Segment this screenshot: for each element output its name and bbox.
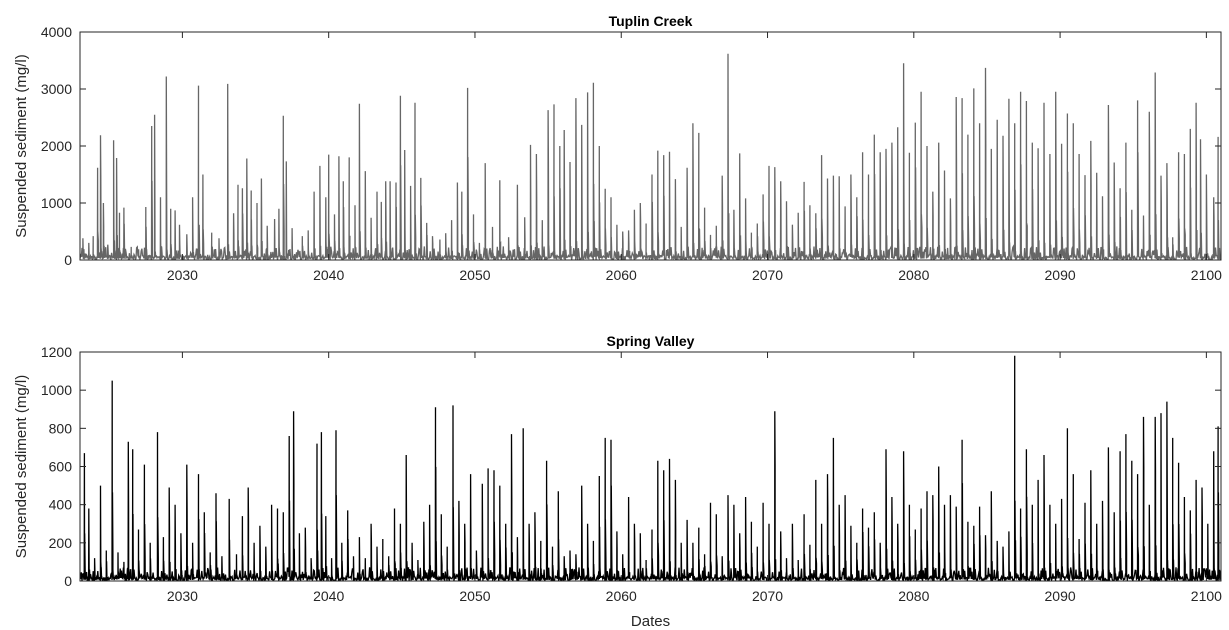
chart-title: Spring Valley (607, 333, 695, 349)
chart-title: Tuplin Creek (609, 13, 693, 29)
x-tick-label: 2040 (313, 588, 344, 604)
y-tick-label: 600 (49, 459, 73, 475)
y-tick-label: 800 (49, 420, 73, 436)
plot-area-0 (79, 31, 1222, 261)
x-tick-label: 2070 (752, 267, 783, 283)
x-tick-label: 2100 (1191, 267, 1222, 283)
y-axis-label: Suspended sediment (mg/l) (13, 375, 30, 558)
series-line-0 (80, 53, 1221, 260)
x-tick-label: 2040 (313, 267, 344, 283)
y-tick-label: 1000 (41, 382, 72, 398)
y-tick-label: 0 (64, 573, 72, 589)
y-tick-label: 1000 (41, 195, 72, 211)
y-tick-label: 3000 (41, 81, 72, 97)
x-tick-label: 2070 (752, 588, 783, 604)
x-tick-label: 2100 (1191, 588, 1222, 604)
x-tick-label: 2030 (167, 267, 198, 283)
x-tick-label: 2050 (459, 588, 490, 604)
x-tick-label: 2060 (606, 588, 637, 604)
x-tick-label: 2050 (459, 267, 490, 283)
x-axis-label: Dates (631, 613, 670, 630)
y-tick-label: 4000 (41, 24, 72, 40)
chart-panel-1: 0 200 400 600 800 1000 1200 2030 2040 2050 2060 207… (13, 333, 1222, 630)
y-tick-label: 2000 (41, 138, 72, 154)
x-tick-label: 2090 (1045, 588, 1076, 604)
x-tick-label: 2060 (606, 267, 637, 283)
x-tick-label: 2030 (167, 588, 198, 604)
x-tick-label: 2090 (1045, 267, 1076, 283)
y-tick-label: 200 (49, 535, 73, 551)
y-tick-label: 0 (64, 252, 72, 268)
x-tick-label: 2080 (898, 267, 929, 283)
y-axis-label: Suspended sediment (mg/l) (13, 54, 30, 237)
x-tick-label: 2080 (898, 588, 929, 604)
y-tick-label: 400 (49, 497, 73, 513)
y-tick-label: 1200 (41, 344, 72, 360)
chart-panel-0: 0 1000 2000 3000 4000 2030 2040 2050 2060 2070 208… (13, 13, 1222, 283)
plot-area-1 (79, 351, 1222, 582)
